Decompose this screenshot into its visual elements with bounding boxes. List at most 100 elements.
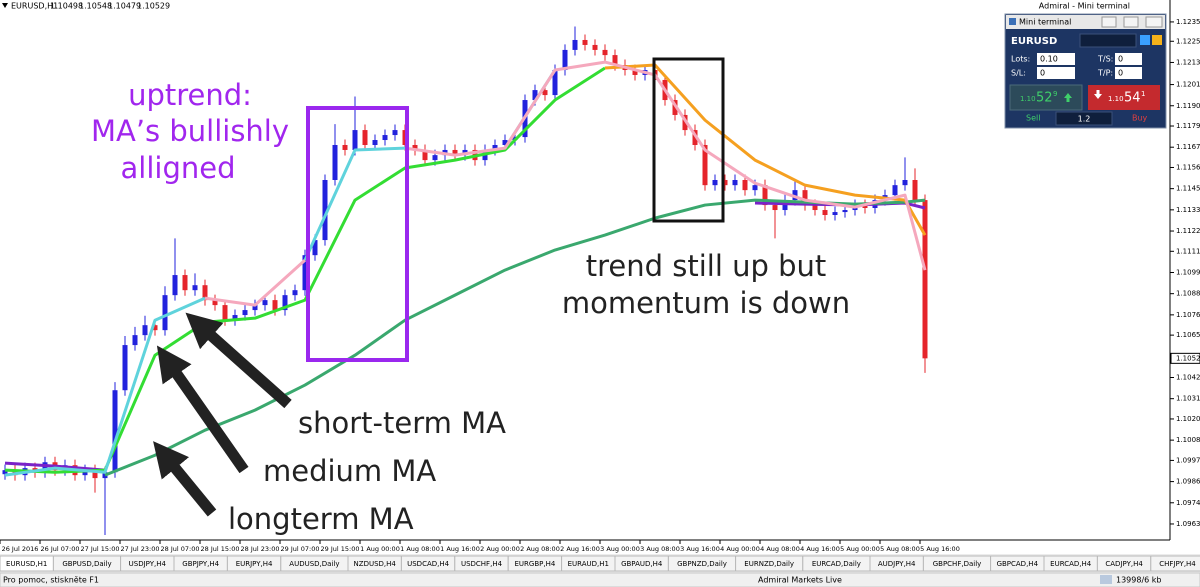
candle-body — [392, 130, 398, 136]
x-tick-label: 5 Aug 16:00 — [920, 545, 960, 553]
candle-body — [112, 390, 118, 473]
buy-price-prefix: 1.10 — [1108, 95, 1124, 103]
candle-body — [252, 305, 258, 311]
candle-body — [232, 315, 238, 321]
close-button[interactable] — [1145, 16, 1163, 28]
up-arrow-icon — [1064, 93, 1072, 102]
candle-body — [602, 49, 608, 56]
candle-body — [492, 144, 498, 150]
info-icon[interactable] — [1152, 35, 1162, 45]
candle-body — [832, 212, 838, 216]
x-tick-label: 3 Aug 00:00 — [600, 545, 640, 553]
sell-label[interactable]: Sell — [1026, 114, 1040, 123]
tab-label: GBPNZD,Daily — [677, 560, 727, 568]
candle-body — [92, 470, 98, 479]
y-tick-label: 1.12355 — [1176, 18, 1200, 26]
tab-label: NZDUSD,H4 — [354, 560, 397, 568]
candle-body — [142, 325, 148, 336]
candle-body — [902, 180, 908, 186]
y-tick-label: 1.10880 — [1176, 290, 1200, 298]
y-tick-label: 1.11450 — [1176, 185, 1200, 193]
annotation: uptrend: — [128, 78, 252, 112]
traffic-icon — [1100, 575, 1112, 584]
candle-body — [502, 140, 508, 145]
candle-body — [842, 210, 848, 213]
x-tick-label: 5 Aug 00:00 — [840, 545, 880, 553]
candle-body — [312, 240, 318, 256]
candle-body — [452, 149, 458, 156]
terminal-icon — [1009, 18, 1016, 25]
ohlc-high: 1.10548 — [79, 2, 112, 11]
tab[interactable] — [1150, 555, 1200, 572]
status-bar — [0, 572, 1200, 587]
candle-body — [552, 70, 558, 96]
buy-button[interactable] — [1088, 85, 1160, 110]
candle-body — [342, 144, 348, 150]
maximize-button[interactable] — [1123, 16, 1139, 28]
x-tick-label: 28 Jul 23:00 — [241, 545, 280, 553]
arrow — [156, 345, 249, 474]
y-tick-label: 1.09860 — [1176, 478, 1200, 486]
field-label: Lots: — [1011, 55, 1030, 64]
candle-body — [862, 205, 868, 209]
minimize-button[interactable] — [1101, 16, 1117, 28]
candle-body — [822, 210, 828, 216]
candle-body — [532, 90, 538, 101]
x-tick-label: 29 Jul 15:00 — [321, 545, 360, 553]
y-tick-label: 1.10085 — [1176, 436, 1200, 444]
tp-value: 0 — [1118, 69, 1123, 78]
sl-field[interactable] — [1037, 67, 1075, 79]
candle-body — [422, 149, 428, 161]
candle-body — [892, 185, 898, 196]
candle-body — [722, 180, 728, 186]
chart: 1.12355 1.12250 1.12135 1.12015 1.11900 1.117… — [0, 18, 1200, 553]
candle-body — [582, 39, 588, 45]
candle-body — [432, 155, 438, 161]
moving-average-line — [204, 60, 927, 307]
sell-price-fraction: 9 — [1053, 90, 1057, 98]
ts-value: 0 — [1118, 55, 1123, 64]
status-server: Admiral Markets Live — [758, 576, 842, 585]
candle-body — [732, 180, 738, 186]
candle-body — [102, 472, 108, 479]
candle-body — [372, 140, 378, 145]
buy-price-fraction: 1 — [1141, 90, 1145, 98]
y-tick-label: 1.11675 — [1176, 143, 1200, 151]
dropdown-icon[interactable] — [2, 3, 8, 8]
tab-label: GBPAUD,H4 — [621, 560, 663, 568]
candle-body — [362, 130, 368, 145]
candle-body — [322, 180, 328, 241]
buy-label[interactable]: Buy — [1132, 114, 1148, 123]
x-tick-label: 3 Aug 08:00 — [640, 545, 680, 553]
annotation: momentum is down — [562, 286, 850, 320]
annotation: medium MA — [263, 454, 436, 488]
lots-field[interactable] — [1037, 53, 1075, 65]
y-tick-label: 1.10995 — [1176, 268, 1200, 276]
y-tick-label: 1.11900 — [1176, 102, 1200, 110]
candle-body — [262, 300, 268, 306]
x-tick-label: 2 Aug 16:00 — [560, 545, 600, 553]
tp-field[interactable] — [1115, 67, 1142, 79]
candle-body — [762, 185, 768, 206]
settings-icon[interactable] — [1140, 35, 1150, 45]
tab-label: EURJPY,H4 — [236, 560, 273, 568]
terminal-symbol[interactable]: EURUSD — [1011, 36, 1057, 47]
buy-price-pips: 54 — [1124, 91, 1141, 106]
tab-label: USDJPY,H4 — [129, 560, 167, 568]
candle-body — [632, 70, 638, 75]
candle-body — [182, 275, 188, 291]
candle-body — [122, 345, 128, 391]
sl-value: 0 — [1040, 69, 1045, 78]
chart-symbol: EURUSD,H1 — [11, 2, 58, 11]
ohlc-low: 1.10479 — [108, 2, 141, 11]
candle-body — [352, 130, 358, 150]
x-tick-label: 4 Aug 08:00 — [760, 545, 800, 553]
ohlc-close: 1.10529 — [137, 2, 170, 11]
ts-field[interactable] — [1115, 53, 1142, 65]
sell-price-prefix: 1.10 — [1020, 95, 1036, 103]
candle-body — [82, 470, 88, 476]
last-price-label: 1.10529 — [1176, 354, 1200, 362]
symbol-field[interactable] — [1079, 33, 1137, 48]
volume-field[interactable] — [1055, 111, 1113, 126]
candle-body — [172, 275, 178, 296]
